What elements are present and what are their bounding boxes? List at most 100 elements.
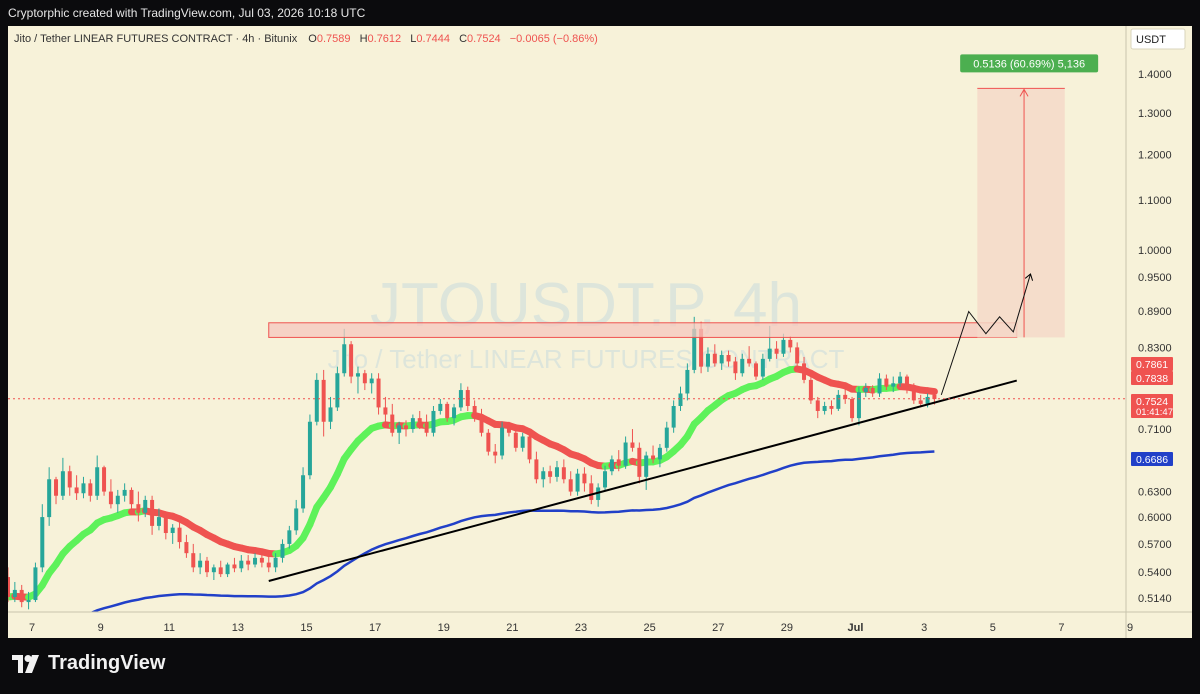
candle-body	[417, 418, 422, 422]
price-tag-value: 0.7861	[1136, 359, 1168, 371]
chart-area[interactable]: JTOUSDT.P, 4h Jito / Tether LINEAR FUTUR…	[8, 26, 1192, 638]
price-tag-bg	[1131, 371, 1173, 385]
candle-body	[506, 427, 511, 433]
price-tag-bg	[1131, 452, 1173, 466]
y-tick-label: 1.3000	[1138, 108, 1172, 120]
candle-body	[211, 567, 216, 573]
candle-body	[554, 467, 559, 477]
candle-body	[726, 355, 731, 362]
candle-body	[719, 355, 724, 364]
candle-body	[40, 517, 45, 568]
candle-body	[630, 442, 635, 448]
candle-body	[802, 363, 807, 380]
x-tick-label: 25	[644, 622, 656, 634]
candle-body	[836, 394, 841, 409]
y-tick-label: 0.6300	[1138, 487, 1172, 499]
candle-body	[753, 363, 758, 377]
candle-body	[603, 471, 608, 488]
candle-body	[12, 589, 17, 597]
attribution-bar: Cryptorphic created with TradingView.com…	[0, 0, 1200, 26]
candle-body	[898, 376, 903, 384]
candle-body	[184, 542, 189, 554]
candle-body	[513, 432, 518, 448]
candle-body	[88, 483, 93, 496]
candle-body	[342, 344, 347, 374]
candle-body	[548, 471, 553, 477]
legend-o-value: 0.7589	[317, 33, 351, 45]
y-tick-label: 1.0000	[1138, 245, 1172, 257]
support-trendline	[268, 379, 1018, 582]
y-tick-label: 0.8900	[1138, 306, 1172, 318]
time-axis[interactable]: 7 9 11 13 15 17 19 21 23 25 27 29 Jul 3 5 7 9	[29, 622, 1133, 634]
x-tick-label: 7	[29, 622, 35, 634]
legend-c-label: C	[459, 33, 467, 45]
tradingview-logo-icon	[12, 654, 39, 673]
candle-body	[74, 487, 79, 494]
candle-body	[609, 459, 614, 472]
candle-body	[623, 442, 628, 466]
candle-body	[8, 577, 10, 597]
x-tick-label: 5	[990, 622, 996, 634]
x-tick-label: 3	[921, 622, 927, 634]
y-tick-label: 1.4000	[1138, 69, 1172, 81]
candle-body	[568, 479, 573, 492]
x-tick-label: 15	[300, 622, 312, 634]
measure-label-bg	[960, 54, 1099, 73]
candle-body	[445, 403, 450, 419]
candle-body	[918, 400, 923, 404]
candle-body	[767, 348, 772, 359]
y-tick-label: 0.7100	[1138, 424, 1172, 436]
candle-body	[486, 432, 491, 452]
candle-body	[129, 489, 134, 505]
y-tick-label: 0.8300	[1138, 342, 1172, 354]
candle-body	[479, 414, 484, 433]
candle-body	[259, 557, 264, 563]
candle-body	[266, 562, 271, 568]
candle-body	[81, 483, 86, 494]
candle-body	[307, 421, 312, 476]
legend-c-value: 0.7524	[467, 33, 501, 45]
candle-body	[452, 407, 457, 419]
candle-body	[705, 353, 710, 367]
candle-body	[500, 427, 505, 456]
price-axis[interactable]: 1.4000 1.3000 1.2000 1.1000 1.0000 0.9500 0.89…	[1138, 69, 1172, 605]
candle-body	[397, 425, 402, 433]
x-tick-label: 19	[438, 622, 450, 634]
candle-body	[458, 390, 463, 408]
candle-body	[225, 564, 230, 575]
x-tick-label: Jul	[848, 622, 864, 634]
candle-body	[177, 527, 182, 543]
y-tick-label: 0.5700	[1138, 539, 1172, 551]
x-tick-label: 9	[1127, 622, 1133, 634]
candle-body	[850, 399, 855, 419]
legend-l-label: L	[410, 33, 416, 45]
candle-body	[136, 504, 141, 513]
candle-body	[122, 489, 127, 496]
y-tick-label: 1.2000	[1138, 150, 1172, 162]
candle-body	[156, 517, 161, 526]
candle-body	[438, 403, 443, 411]
candle-body	[534, 459, 539, 480]
candle-body	[246, 560, 251, 565]
price-tag-bg	[1131, 357, 1173, 371]
x-tick-label: 29	[781, 622, 793, 634]
x-tick-label: 9	[98, 622, 104, 634]
candle-body	[33, 567, 38, 601]
candle-body	[884, 378, 889, 387]
candle-body	[198, 560, 203, 568]
attribution-text: Cryptorphic created with TradingView.com…	[8, 6, 366, 20]
candle-body	[204, 560, 209, 573]
candle-body	[493, 451, 498, 456]
candle-body	[349, 344, 354, 377]
candle-body	[747, 358, 752, 364]
candle-body	[911, 390, 916, 401]
x-tick-label: 27	[712, 622, 724, 634]
candle-body	[788, 339, 793, 348]
candle-body	[390, 414, 395, 433]
x-tick-label: 17	[369, 622, 381, 634]
legend: Jito / Tether LINEAR FUTURES CONTRACT · …	[14, 33, 598, 45]
currency-badge[interactable]: USDT	[1130, 28, 1186, 50]
price-tag-value: 0.7838	[1136, 373, 1168, 385]
currency-label: USDT	[1136, 34, 1166, 46]
